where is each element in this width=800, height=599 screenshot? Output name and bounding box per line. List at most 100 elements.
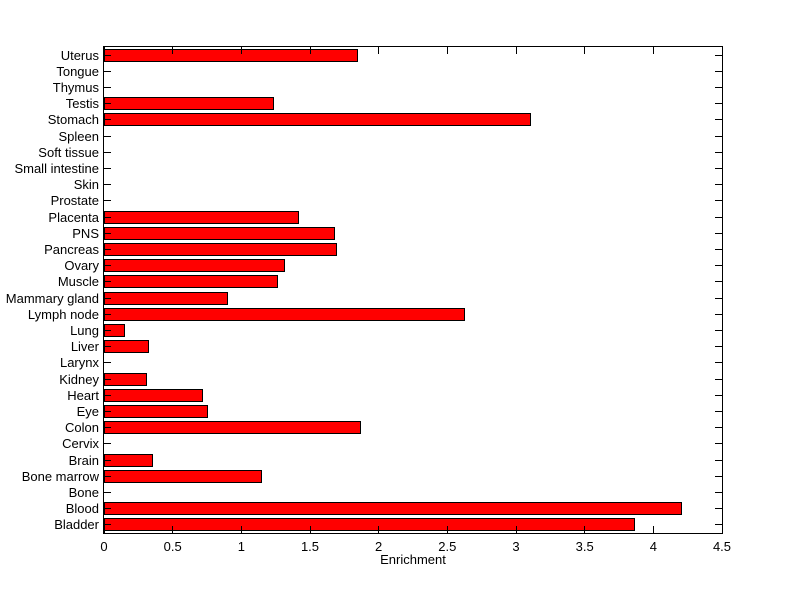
y-tick-right — [715, 394, 722, 396]
bar-eye — [104, 405, 209, 418]
x-tick-top — [172, 47, 174, 54]
x-tick-label-4: 4 — [649, 539, 657, 554]
x-tick-top — [104, 47, 105, 54]
x-tick-label-2.5: 2.5 — [438, 539, 457, 554]
bar-placenta — [104, 210, 299, 224]
y-tick-left — [104, 265, 111, 267]
y-tick-left — [104, 394, 111, 396]
y-axis-label-testis: Testis — [65, 96, 99, 112]
y-tick-right — [715, 232, 722, 234]
y-axis-label-brain: Brain — [68, 452, 99, 468]
y-tick-left — [104, 346, 111, 348]
bar-ovary — [104, 259, 286, 273]
y-tick-right — [715, 508, 722, 510]
y-axis-label-stomach: Stomach — [47, 112, 99, 128]
y-tick-left — [104, 216, 111, 218]
x-tick-top — [515, 47, 517, 54]
y-axis-label-colon: Colon — [65, 420, 99, 436]
y-axis-label-thymus: Thymus — [52, 80, 99, 95]
y-tick-right — [715, 427, 722, 429]
x-tick-top — [652, 47, 654, 54]
bar-bladder — [104, 518, 636, 532]
y-tick-right — [715, 87, 722, 88]
y-axis-label-liver: Liver — [70, 339, 99, 355]
x-tick-label-4.5: 4.5 — [712, 539, 732, 554]
x-tick-bottom — [378, 526, 380, 533]
x-tick-bottom — [172, 526, 174, 533]
y-tick-left — [104, 232, 111, 234]
y-tick-right — [715, 70, 722, 72]
y-axis-label-mammary-gland: Mammary gland — [5, 290, 99, 306]
y-axis-label-lung: Lung — [70, 323, 99, 338]
y-tick-right — [715, 297, 722, 299]
y-tick-left — [104, 119, 111, 121]
y-axis-label-ovary: Ovary — [64, 258, 99, 274]
y-tick-right — [715, 119, 722, 121]
x-tick-bottom — [584, 526, 586, 533]
bar-testis — [104, 97, 275, 111]
y-tick-right — [715, 330, 722, 331]
y-tick-right — [715, 216, 722, 218]
y-tick-right — [715, 103, 722, 105]
y-tick-right — [715, 54, 722, 56]
x-tick-label-0: 0 — [100, 539, 108, 554]
plot-area — [103, 46, 723, 534]
y-axis-label-pancreas: Pancreas — [44, 242, 99, 257]
y-axis-label-spleen: Spleen — [58, 128, 99, 144]
bar-bone-marrow — [104, 469, 262, 483]
x-axis-title: Enrichment — [380, 552, 446, 567]
bar-lymph-node — [104, 307, 466, 321]
bar-colon — [104, 421, 361, 435]
y-tick-left — [104, 492, 111, 493]
y-axis-label-tongue: Tongue — [56, 63, 99, 79]
bar-uterus — [104, 48, 359, 62]
y-tick-left — [104, 249, 111, 250]
x-tick-label-1.5: 1.5 — [300, 539, 320, 554]
y-axis-label-larynx: Larynx — [59, 355, 99, 371]
y-tick-right — [715, 151, 722, 153]
y-tick-left — [104, 297, 111, 299]
y-tick-left — [104, 443, 111, 445]
y-tick-left — [104, 524, 111, 526]
x-tick-bottom — [652, 526, 654, 533]
y-tick-left — [104, 313, 111, 315]
x-tick-label-0.5: 0.5 — [163, 539, 182, 554]
bar-muscle — [104, 275, 279, 289]
x-tick-top — [240, 47, 242, 54]
bar-pancreas — [104, 243, 338, 256]
y-axis-label-bone-marrow: Bone marrow — [21, 468, 99, 484]
y-axis-label-cervix: Cervix — [62, 436, 99, 452]
y-tick-right — [715, 200, 722, 202]
y-tick-right — [715, 524, 722, 526]
bar-mammary-gland — [104, 291, 228, 305]
y-axis-label-bladder: Bladder — [54, 517, 99, 533]
y-tick-left — [104, 70, 111, 72]
y-tick-left — [104, 508, 111, 510]
x-tick-top — [378, 47, 380, 54]
x-tick-top — [309, 47, 311, 54]
y-axis-label-muscle: Muscle — [57, 274, 99, 290]
x-tick-top — [721, 47, 723, 54]
bar-heart — [104, 388, 203, 402]
y-axis-label-blood: Blood — [65, 501, 99, 517]
y-axis-label-soft-tissue: Soft tissue — [38, 144, 99, 160]
y-tick-left — [104, 151, 111, 153]
y-tick-left — [104, 184, 111, 186]
y-tick-left — [104, 411, 111, 412]
y-axis-label-eye: Eye — [76, 404, 99, 419]
bar-brain — [104, 453, 154, 467]
y-axis-label-skin: Skin — [73, 177, 99, 193]
y-axis-label-small-intestine: Small intestine — [14, 161, 99, 176]
bar-blood — [104, 502, 683, 516]
y-axis-label-kidney: Kidney — [59, 371, 99, 387]
y-tick-left — [104, 200, 111, 202]
y-tick-right — [715, 378, 722, 380]
y-tick-left — [104, 475, 111, 477]
x-tick-bottom — [515, 526, 517, 533]
y-tick-left — [104, 362, 111, 364]
y-tick-right — [715, 281, 722, 283]
y-tick-right — [715, 492, 722, 493]
x-tick-bottom — [104, 526, 105, 533]
x-tick-top — [446, 47, 448, 54]
